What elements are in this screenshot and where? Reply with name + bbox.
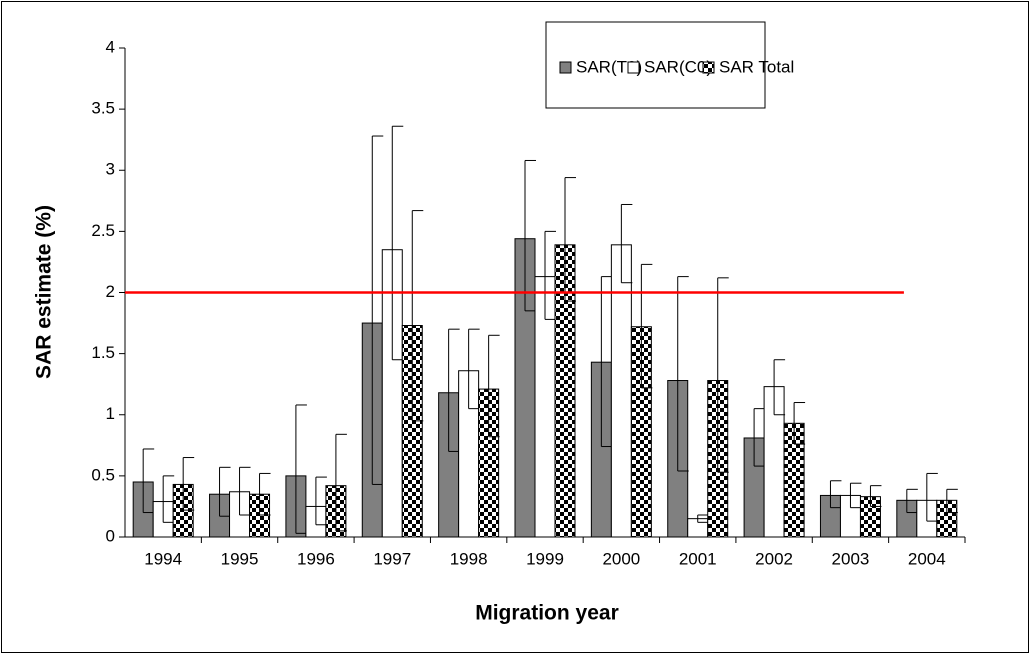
legend-swatch bbox=[559, 61, 572, 74]
y-tick-label: 1.5 bbox=[91, 343, 115, 362]
x-tick-label: 2000 bbox=[602, 549, 640, 568]
error-bar bbox=[906, 488, 918, 514]
error-bar bbox=[773, 359, 786, 416]
error-bar bbox=[620, 203, 633, 284]
error-bar bbox=[600, 276, 613, 448]
x-tick-label: 2004 bbox=[908, 549, 946, 568]
error-bar bbox=[335, 433, 347, 532]
y-axis-title: SAR estimate (%) bbox=[33, 205, 56, 379]
error-bar bbox=[926, 472, 938, 522]
x-tick-label: 1997 bbox=[373, 549, 411, 568]
x-axis-title: Migration year bbox=[475, 602, 619, 625]
x-tick-label: 1994 bbox=[144, 549, 182, 568]
x-tick-label: 2003 bbox=[832, 549, 870, 568]
error-bar bbox=[315, 476, 327, 526]
y-tick-label: 3 bbox=[106, 160, 115, 179]
y-tick-label: 0.5 bbox=[91, 465, 115, 484]
error-bar bbox=[849, 482, 862, 509]
x-tick-label: 1996 bbox=[297, 549, 335, 568]
y-tick-label: 3.5 bbox=[91, 99, 115, 118]
error-bar bbox=[640, 263, 653, 389]
error-bar bbox=[391, 125, 404, 361]
legend-label: SAR(T0) bbox=[576, 57, 642, 76]
error-bar bbox=[239, 466, 251, 516]
error-bar bbox=[259, 472, 271, 516]
legend-swatch bbox=[627, 61, 640, 74]
y-tick-label: 2.5 bbox=[91, 221, 115, 240]
y-tick-label: 4 bbox=[106, 37, 115, 56]
error-bar bbox=[295, 404, 307, 534]
x-tick-label: 1998 bbox=[450, 549, 488, 568]
error-bar bbox=[371, 135, 384, 485]
error-bar bbox=[946, 488, 958, 514]
error-bar bbox=[793, 402, 806, 445]
legend: SAR(T0) SAR(C0) SAR Total bbox=[545, 21, 794, 109]
legend-label: SAR(C0) bbox=[644, 57, 712, 76]
error-bar bbox=[411, 210, 424, 422]
bar bbox=[610, 244, 632, 538]
error-bar bbox=[488, 334, 500, 438]
x-tick-label: 2002 bbox=[755, 549, 793, 568]
error-bar bbox=[677, 276, 689, 472]
error-bar bbox=[142, 448, 155, 514]
error-bar bbox=[753, 408, 766, 467]
error-bar bbox=[182, 457, 195, 511]
error-bar bbox=[697, 514, 709, 523]
error-bar bbox=[717, 277, 729, 473]
legend-box bbox=[545, 21, 766, 109]
legend-label: SAR Total bbox=[719, 57, 794, 76]
y-tick-label: 2 bbox=[106, 282, 115, 301]
error-bar bbox=[829, 480, 842, 509]
x-tick-label: 1995 bbox=[221, 549, 259, 568]
legend-swatch bbox=[702, 61, 715, 74]
x-tick-label: 2001 bbox=[679, 549, 717, 568]
error-bar bbox=[524, 159, 536, 312]
y-tick-label: 0 bbox=[106, 526, 115, 545]
error-bar bbox=[219, 466, 231, 517]
error-bar bbox=[162, 475, 175, 523]
error-bar bbox=[448, 328, 460, 452]
error-bar bbox=[869, 485, 882, 507]
x-tick-label: 1999 bbox=[526, 549, 564, 568]
error-bar bbox=[564, 177, 576, 302]
error-bar bbox=[468, 328, 480, 410]
y-tick-label: 1 bbox=[106, 404, 115, 423]
error-bar bbox=[544, 230, 556, 320]
